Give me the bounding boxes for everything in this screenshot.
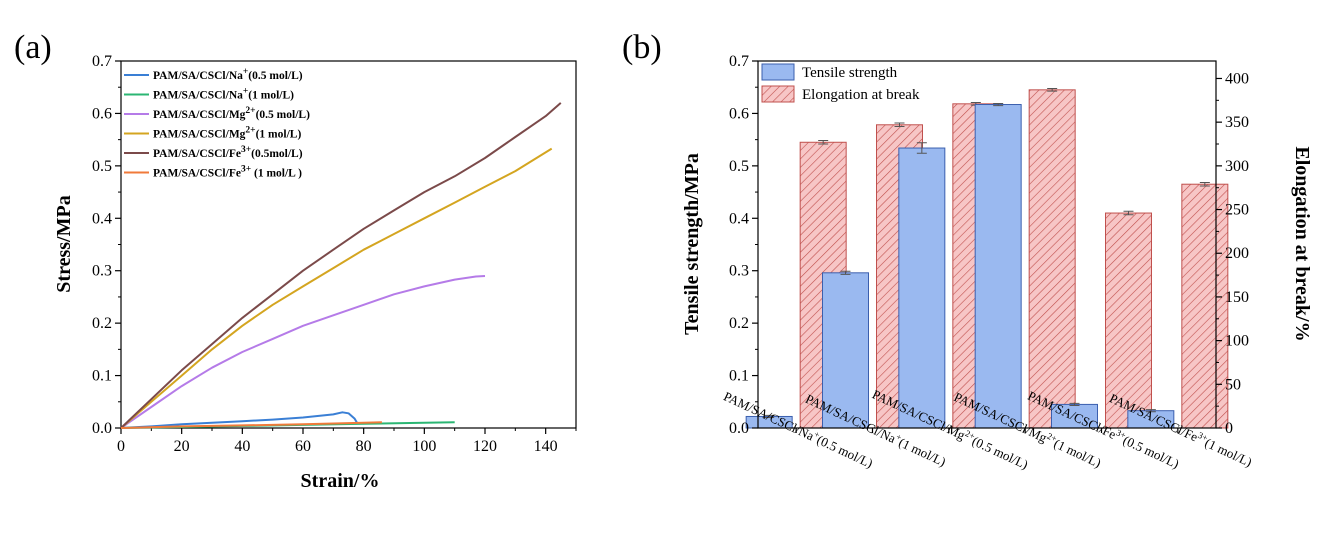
legend-entry-a: PAM/SA/CSCl/Na+(0.5 mol/L) [153,67,303,82]
error-bar-elongation [894,122,905,128]
y-axis-title-a: Stress/MPa [53,195,75,292]
error-bar-tensile [916,142,927,154]
y-tick-label-left-b: 0.4 [729,210,749,227]
legend-entry-a: PAM/SA/CSCl/Mg2+(0.5 mol/L) [153,106,310,121]
x-tick-label-a: 100 [412,438,436,455]
bars-b [745,88,1229,429]
y-tick-label-left-b: 0.1 [729,368,749,385]
bar-tensile-strength [898,147,946,429]
y-tick-label-right-b: 300 [1225,158,1249,175]
y-axis-left-b: 0.0 0.1 0.2 0.3 0.4 0.5 0.6 0.7 [729,53,758,437]
y-tick-label-left-b: 0.2 [729,315,749,332]
y-axis-title-right-b: Elongation at break/% [1291,146,1313,341]
legend-entry-a: PAM/SA/CSCl/Mg2+(1 mol/L) [153,126,301,141]
y-tick-label-right-b: 400 [1225,70,1249,87]
y-tick-label-left-b: 0.5 [729,158,749,175]
y-tick-label-right-b: 50 [1225,376,1241,393]
error-bar-tensile [1069,402,1080,406]
y-tick-label-a: 0.2 [92,315,112,332]
category-label-b: PAM/SA/CSCl/Fe3+(0.5 mol/L) [1025,387,1181,471]
y-tick-label-right-b: 350 [1225,114,1249,131]
bar-elongation-at-break [1181,183,1229,429]
x-tick-label-a: 80 [356,438,372,455]
legend-entry-b: Elongation at break [802,87,920,103]
error-bar-elongation [818,140,829,145]
x-tick-label-a: 0 [117,438,125,455]
legend-entry-a: PAM/SA/CSCl/Fe3+ (1 mol/L ) [153,165,302,180]
x-tick-label-a: 40 [234,438,250,455]
legend-entry-a: PAM/SA/CSCl/Fe3+(0.5mol/L) [153,145,303,160]
error-bar-elongation [1047,88,1058,92]
y-tick-label-a: 0.4 [92,210,112,227]
y-tick-label-right-b: 250 [1225,202,1249,219]
bar-elongation-at-break [1028,89,1076,429]
stress-strain-chart: 0.0 0.1 0.2 0.3 0.4 0.5 0.6 0.7 0 20 40 60 80 100 120… [53,53,577,492]
x-tick-label-a: 20 [174,438,190,455]
y-axis-a: 0.0 0.1 0.2 0.3 0.4 0.5 0.6 0.7 [92,53,121,437]
y-tick-label-a: 0.7 [92,53,112,70]
x-axis-title-a: Strain/% [301,470,380,492]
y-tick-label-left-b: 0.7 [729,53,749,70]
bar-elongation-at-break [1105,212,1152,429]
series-line-a [120,411,359,429]
error-bar-elongation [1199,181,1210,187]
y-axis-right-b: 0 50 100 150 200 250 300 350 400 [1216,70,1249,437]
error-bar-tensile [840,270,851,275]
y-tick-label-left-b: 0.0 [729,420,749,437]
x-tick-label-a: 120 [473,438,497,455]
y-tick-label-right-b: 200 [1225,245,1249,262]
series-line-a [120,147,553,429]
y-tick-label-right-b: 100 [1225,333,1249,350]
y-tick-label-left-b: 0.3 [729,263,749,280]
panel-label-a: (a) [14,29,52,66]
series-line-a [120,275,486,429]
series-line-a [120,102,562,429]
legend-a: PAM/SA/CSCl/Na+(0.5 mol/L) PAM/SA/CSCl/Na… [124,67,310,180]
error-bar-tensile [764,414,775,419]
legend-entry-b: Tensile strength [802,65,898,81]
y-tick-label-right-b: 0 [1225,420,1233,437]
legend-swatch-b [761,85,795,103]
legend-b: Tensile strength Elongation at break [761,63,920,103]
y-tick-label-a: 0.3 [92,263,112,280]
x-tick-label-a: 140 [534,438,558,455]
error-bar-tensile [1145,409,1156,413]
y-tick-label-a: 0.1 [92,368,112,385]
bar-chart: 0.0 0.1 0.2 0.3 0.4 0.5 0.6 0.7 0 50 100 150 200 250… [681,53,1313,472]
series-lines-a [120,102,562,429]
y-tick-label-a: 0.0 [92,420,112,437]
panel-label-b: (b) [622,29,662,66]
legend-swatch-b [761,63,795,81]
y-axis-title-left-b: Tensile strength/MPa [681,153,703,335]
x-axis-a: 0 20 40 60 80 100 120 140 [117,428,577,455]
bar-tensile-strength [974,104,1022,429]
error-bar-tensile [993,102,1004,107]
y-tick-label-a: 0.6 [92,105,112,122]
y-tick-label-right-b: 150 [1225,289,1249,306]
y-tick-label-a: 0.5 [92,158,112,175]
legend-entry-a: PAM/SA/CSCl/Na+(1 mol/L) [153,87,294,102]
error-bar-elongation [1123,210,1134,216]
y-tick-label-left-b: 0.6 [729,105,749,122]
series-line-a [120,421,382,429]
x-tick-label-a: 60 [295,438,311,455]
